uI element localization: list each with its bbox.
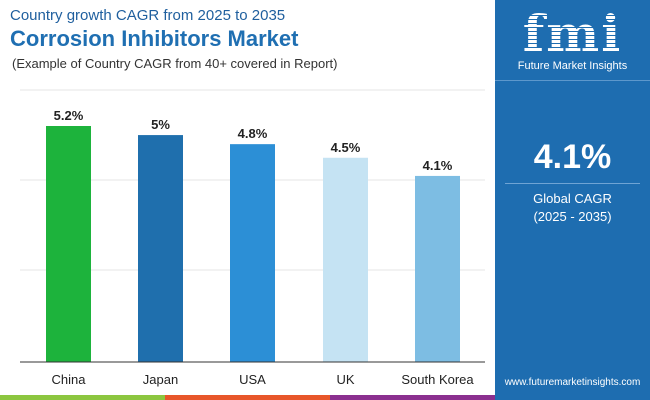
- chart-subtitle: Country growth CAGR from 2025 to 2035: [10, 7, 286, 24]
- bottom-bar-orange: [165, 395, 330, 400]
- data-label: 4.1%: [423, 158, 453, 173]
- x-tick-label: Japan: [143, 372, 178, 387]
- divider: [505, 183, 640, 184]
- data-label: 4.5%: [331, 140, 361, 155]
- chart-note: (Example of Country CAGR from 40+ covere…: [12, 56, 338, 71]
- x-tick-label: South Korea: [401, 372, 474, 387]
- brand-name: Future Market Insights: [517, 60, 628, 72]
- cagr-period: (2025 - 2035): [533, 209, 612, 224]
- bar-south-korea: [415, 175, 460, 362]
- bottom-bar-purple: [330, 395, 495, 400]
- bottom-bar-green: [0, 395, 165, 400]
- data-label: 5%: [151, 117, 170, 132]
- bar-chart: 5.2% China 5% Japan 4.8% USA 4.5% UK 4.1% South K…: [20, 89, 485, 387]
- bar-china: [46, 126, 91, 362]
- chart-title: Corrosion Inhibitors Market: [10, 26, 299, 51]
- global-cagr-label: Global CAGR (2025 - 2035): [495, 190, 650, 226]
- info-panel: fmi Future Market Insights 4.1% Global C…: [495, 0, 650, 400]
- fmi-logo: fmi Future Market Insights: [495, 8, 650, 73]
- data-label: 5.2%: [54, 108, 84, 123]
- bar-usa: [230, 144, 275, 362]
- logo-mark: fmi: [495, 8, 650, 60]
- global-cagr-value: 4.1%: [533, 138, 612, 176]
- x-tick-label: USA: [239, 372, 266, 387]
- website-link[interactable]: www.futuremarketinsights.com: [504, 377, 641, 388]
- x-tick-label: China: [52, 372, 87, 387]
- bar-japan: [138, 135, 183, 362]
- divider: [495, 80, 650, 81]
- x-tick-label: UK: [336, 372, 354, 387]
- data-label: 4.8%: [238, 126, 268, 141]
- bar-uk: [323, 157, 368, 362]
- cagr-label: Global CAGR: [533, 191, 612, 206]
